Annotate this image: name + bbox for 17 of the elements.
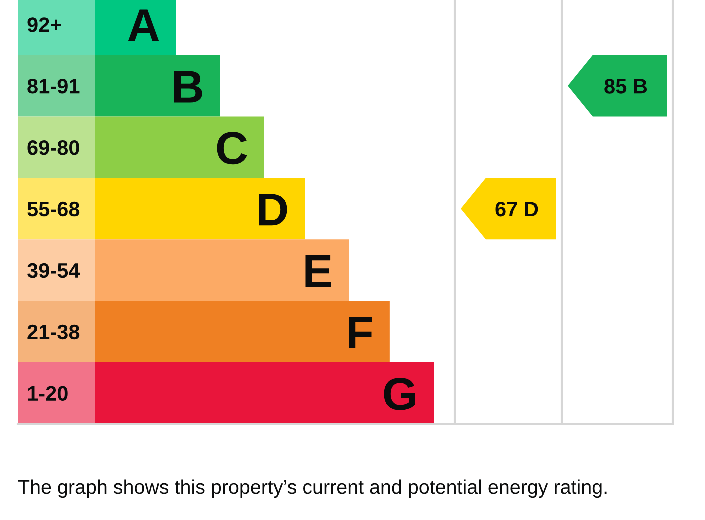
annotation: A [128, 10, 160, 42]
y-tick-label: 1-20 [28, 386, 68, 402]
y-tick-label: 55-68 [28, 202, 80, 217]
annotation: C [217, 132, 248, 165]
y-tick-label: 39-54 [27, 263, 80, 278]
text: 67 D [496, 202, 538, 217]
annotation: D [259, 194, 288, 226]
text: The graph shows this property’s current and potential energy rating. [18, 480, 607, 498]
y-tick-label: 21-38 [28, 324, 80, 340]
annotation: G [384, 378, 416, 410]
annotation: F [349, 317, 372, 349]
text: 85 B [604, 79, 648, 94]
y-tick-label: 81-91 [28, 79, 80, 94]
y-tick-label: 92+ [28, 18, 62, 32]
y-tick-label: 69-80 [28, 140, 80, 156]
annotation: E [306, 256, 332, 288]
annotation: B [174, 71, 202, 103]
